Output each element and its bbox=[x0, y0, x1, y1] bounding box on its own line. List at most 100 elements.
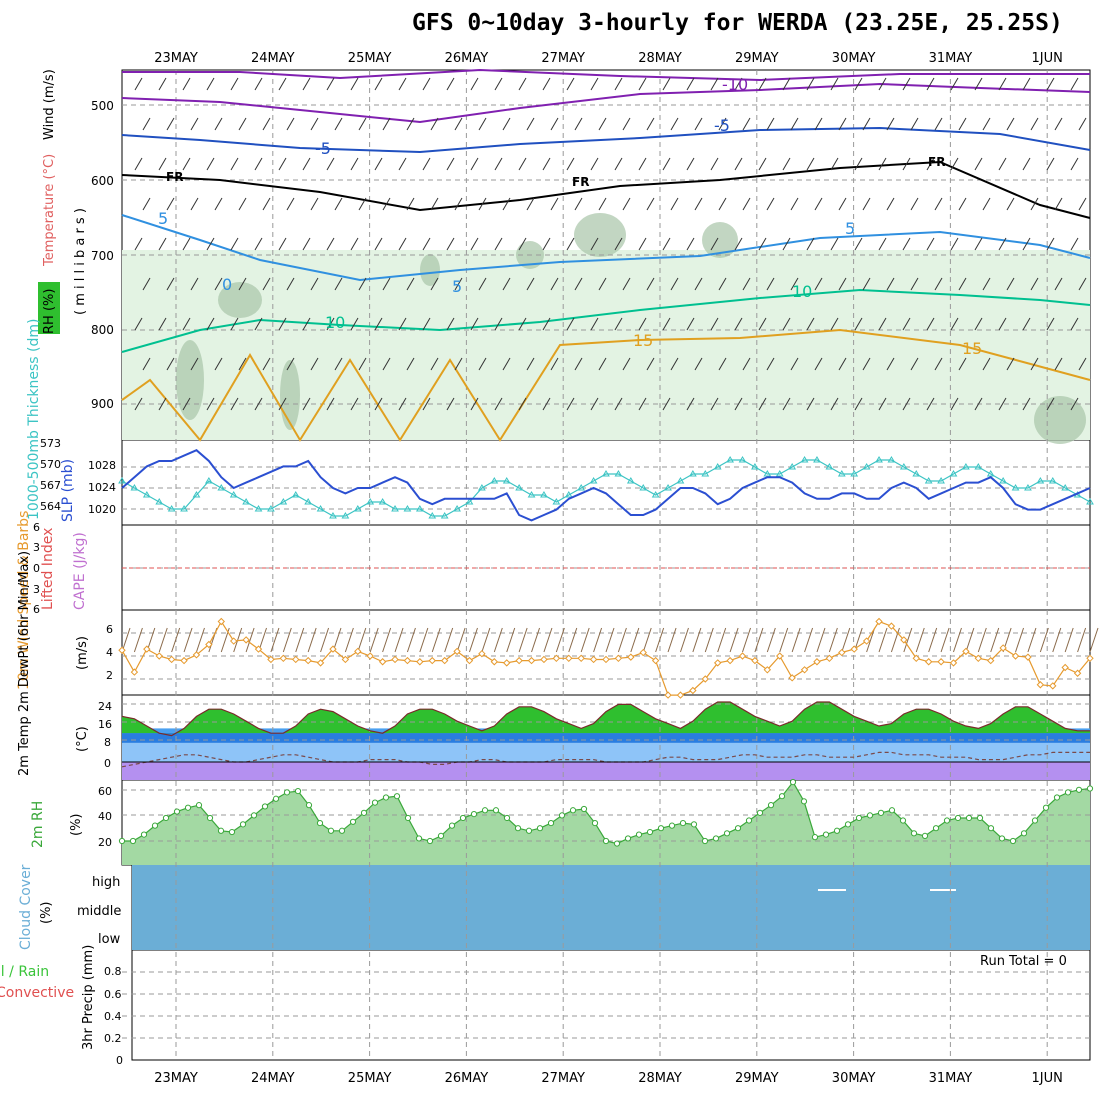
wind-barb-62 bbox=[890, 627, 900, 653]
upper-barb-4-16 bbox=[518, 237, 527, 251]
upper-barb-8-35 bbox=[974, 397, 983, 411]
upper-barb-6-22 bbox=[662, 317, 671, 331]
contour-label-5-mid: 5 bbox=[452, 277, 462, 296]
thickness-line-point-46 bbox=[688, 470, 697, 477]
upper-barb-4-5 bbox=[254, 237, 263, 251]
upper-barb-2-10 bbox=[374, 157, 383, 171]
upper-barb-2-18 bbox=[566, 157, 575, 171]
wind-barb-33 bbox=[531, 627, 541, 653]
precip-tick-02: 0.2 bbox=[104, 1032, 122, 1045]
rh2m-line-point-28 bbox=[426, 837, 434, 845]
thickness-line-point-44 bbox=[664, 484, 672, 491]
wind-barb-24 bbox=[419, 627, 429, 653]
upper-barb-2-13 bbox=[446, 157, 455, 171]
thickness-line-point-68 bbox=[962, 463, 970, 470]
wind10-line-point-77 bbox=[1073, 669, 1082, 677]
slp-tick-1024: 1024 bbox=[88, 481, 116, 494]
wind10-line-point-38 bbox=[589, 655, 598, 664]
wind10-line-point-40 bbox=[614, 654, 623, 663]
upper-barb-5-12 bbox=[430, 277, 439, 291]
cape-tick-5: 6 bbox=[33, 603, 40, 616]
upper-barb-0-19 bbox=[590, 77, 599, 91]
upper-barb-8-6 bbox=[278, 397, 287, 411]
upper-barb-8-25 bbox=[734, 397, 743, 411]
upper-barb-1-34 bbox=[958, 117, 967, 131]
upper-barb-5-17 bbox=[550, 277, 559, 291]
wind-barb-61 bbox=[878, 627, 888, 653]
upper-barb-3-33 bbox=[934, 197, 943, 211]
wind-barb-4 bbox=[171, 627, 181, 653]
wind10-line-point-50 bbox=[738, 652, 747, 660]
upper-barb-6-36 bbox=[998, 317, 1007, 331]
precip-tick-04: 0.4 bbox=[104, 1010, 122, 1023]
wind-barb-53 bbox=[779, 627, 789, 653]
upper-barb-4-22 bbox=[662, 237, 671, 251]
upper-barb-6-8 bbox=[326, 317, 335, 331]
thickness-line-point-57 bbox=[825, 463, 834, 470]
upper-barb-7-35 bbox=[982, 357, 991, 371]
rh2m-line-point-21 bbox=[349, 818, 357, 825]
upper-barb-2-11 bbox=[398, 157, 407, 171]
thickness-line bbox=[121, 459, 1091, 517]
upper-barb-2-3 bbox=[206, 157, 215, 171]
wind10-line-point-69 bbox=[974, 654, 983, 663]
wind10-line-point-78 bbox=[1086, 654, 1094, 663]
upper-barb-5-39 bbox=[1078, 277, 1087, 291]
date-top-1: 24MAY bbox=[251, 51, 295, 66]
upper-barb-8-38 bbox=[1046, 397, 1055, 411]
rh2m-line-point-48 bbox=[646, 828, 654, 836]
wind10-line-point-1 bbox=[130, 668, 139, 676]
upper-barb-4-8 bbox=[326, 237, 335, 251]
upper-barb-5-20 bbox=[622, 277, 631, 291]
upper-barb-8-18 bbox=[566, 397, 575, 411]
upper-barb-3-8 bbox=[334, 197, 343, 211]
upper-barb-0-4 bbox=[230, 77, 239, 91]
upper-barb-1-39 bbox=[1078, 117, 1087, 131]
thickness-line-point-40 bbox=[614, 470, 623, 477]
thickness-line-point-30 bbox=[490, 477, 499, 484]
rh2m-line-point-8 bbox=[206, 814, 214, 822]
thickness-line-point-78 bbox=[1086, 498, 1094, 505]
label-temperature: Temperature (°C) bbox=[42, 154, 57, 267]
upper-barb-8-28 bbox=[806, 397, 815, 411]
upper-barb-0-15 bbox=[494, 77, 503, 91]
rh2m-line-point-20 bbox=[338, 827, 346, 834]
rh2m-line-point-9 bbox=[217, 827, 225, 834]
wind10-line-point-19 bbox=[354, 647, 362, 656]
rh-legend-swatch bbox=[38, 282, 60, 334]
wind-barb-45 bbox=[679, 627, 689, 653]
date-bottom-7: 30MAY bbox=[832, 1071, 876, 1086]
upper-barb-2-4 bbox=[230, 157, 239, 171]
upper-barb-6-26 bbox=[758, 317, 767, 331]
upper-barb-6-27 bbox=[782, 317, 791, 331]
rh2m-line-point-34 bbox=[492, 807, 500, 814]
rh2m-line-point-86 bbox=[1064, 789, 1072, 796]
upper-barb-8-29 bbox=[830, 397, 839, 411]
rh2m-line-point-49 bbox=[657, 825, 665, 832]
upper-barb-4-4 bbox=[230, 237, 239, 251]
wind10-line-point-65 bbox=[924, 658, 933, 666]
contour-2 bbox=[121, 126, 1091, 154]
upper-barb-0-21 bbox=[638, 77, 647, 91]
upper-barb-1-31 bbox=[886, 117, 895, 131]
rh2m-line-point-77 bbox=[965, 814, 973, 822]
contour-label-0: 0 bbox=[222, 275, 232, 294]
contour-label-15-right: 15 bbox=[962, 339, 982, 358]
contour-3 bbox=[121, 160, 1091, 219]
upper-barb-4-10 bbox=[374, 237, 383, 251]
upper-barb-2-23 bbox=[686, 157, 695, 171]
rh2m-panel-labels: 2m RH (%) 60 40 20 bbox=[30, 785, 112, 849]
thickness-line-point-0 bbox=[118, 477, 126, 484]
upper-barb-5-0 bbox=[142, 277, 151, 291]
upper-barb-0-39 bbox=[1070, 77, 1079, 91]
upper-barb-2-21 bbox=[638, 157, 647, 171]
wind-barb-21 bbox=[382, 627, 392, 653]
thickness-line-point-13 bbox=[279, 498, 288, 505]
wind-barb-44 bbox=[667, 627, 677, 653]
wind-barb-16 bbox=[320, 627, 330, 653]
wind10-line-point-44 bbox=[664, 691, 672, 699]
wind10-tick-6: 6 bbox=[106, 623, 113, 636]
upper-barb-7-26 bbox=[766, 357, 775, 371]
upper-barb-2-26 bbox=[758, 157, 767, 171]
upper-barb-5-7 bbox=[310, 277, 319, 291]
